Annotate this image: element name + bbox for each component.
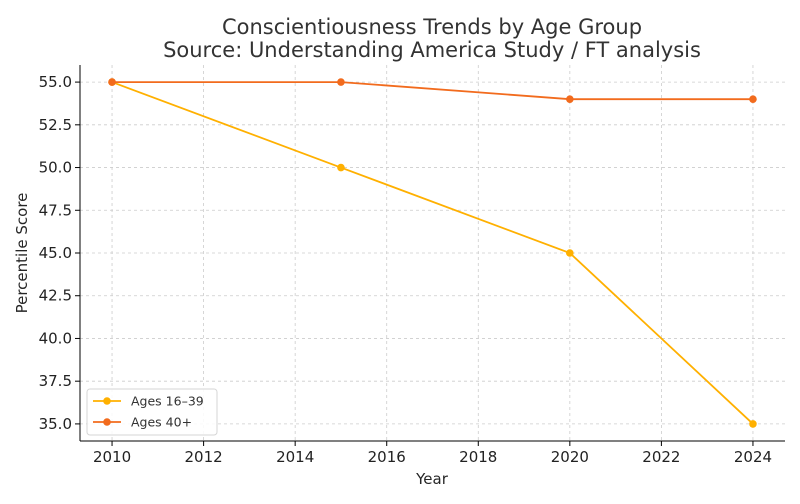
data-point [337,78,345,86]
data-point [566,95,574,103]
y-tick-label: 55.0 [39,73,72,91]
x-axis-label: Year [415,470,449,488]
series-line-0 [111,81,754,425]
data-point [337,163,345,172]
y-tick-label: 42.5 [39,287,72,305]
data-point [566,249,574,257]
x-tick-label: 2016 [368,448,406,466]
legend: Ages 16–39 Ages 40+ [86,388,218,436]
chart-title-line-1: Conscientiousness Trends by Age Group [222,15,642,39]
legend-label: Ages 40+ [131,415,192,430]
y-tick-label: 47.5 [39,201,72,219]
x-tick-label: 2012 [185,448,223,466]
x-tick-label: 2024 [734,448,772,466]
y-tick-label: 40.0 [39,329,72,347]
data-point [749,420,757,428]
y-tick-label: 50.0 [39,159,72,177]
chart-title-line-2: Source: Understanding America Study / FT… [163,38,701,62]
data-point [108,78,116,86]
ticks: 2010 2012 2014 2016 2018 2020 2022 2024 35.0 37.5… [39,73,772,466]
series-lines [108,78,757,428]
series-line-1 [112,81,753,101]
x-tick-label: 2010 [93,448,131,466]
y-tick-label: 35.0 [39,415,72,433]
axes [79,65,785,442]
x-tick-label: 2014 [276,448,314,466]
y-tick-label: 45.0 [39,244,72,262]
x-tick-label: 2020 [551,448,589,466]
legend-marker [103,397,111,405]
grid [80,65,785,441]
y-axis-label: Percentile Score [13,193,31,314]
y-tick-label: 52.5 [39,116,72,134]
y-tick-label: 37.5 [39,372,72,390]
x-tick-label: 2022 [642,448,680,466]
legend-label: Ages 16–39 [131,394,204,409]
data-point [749,95,757,103]
x-tick-label: 2018 [459,448,497,466]
legend-marker [103,418,111,426]
